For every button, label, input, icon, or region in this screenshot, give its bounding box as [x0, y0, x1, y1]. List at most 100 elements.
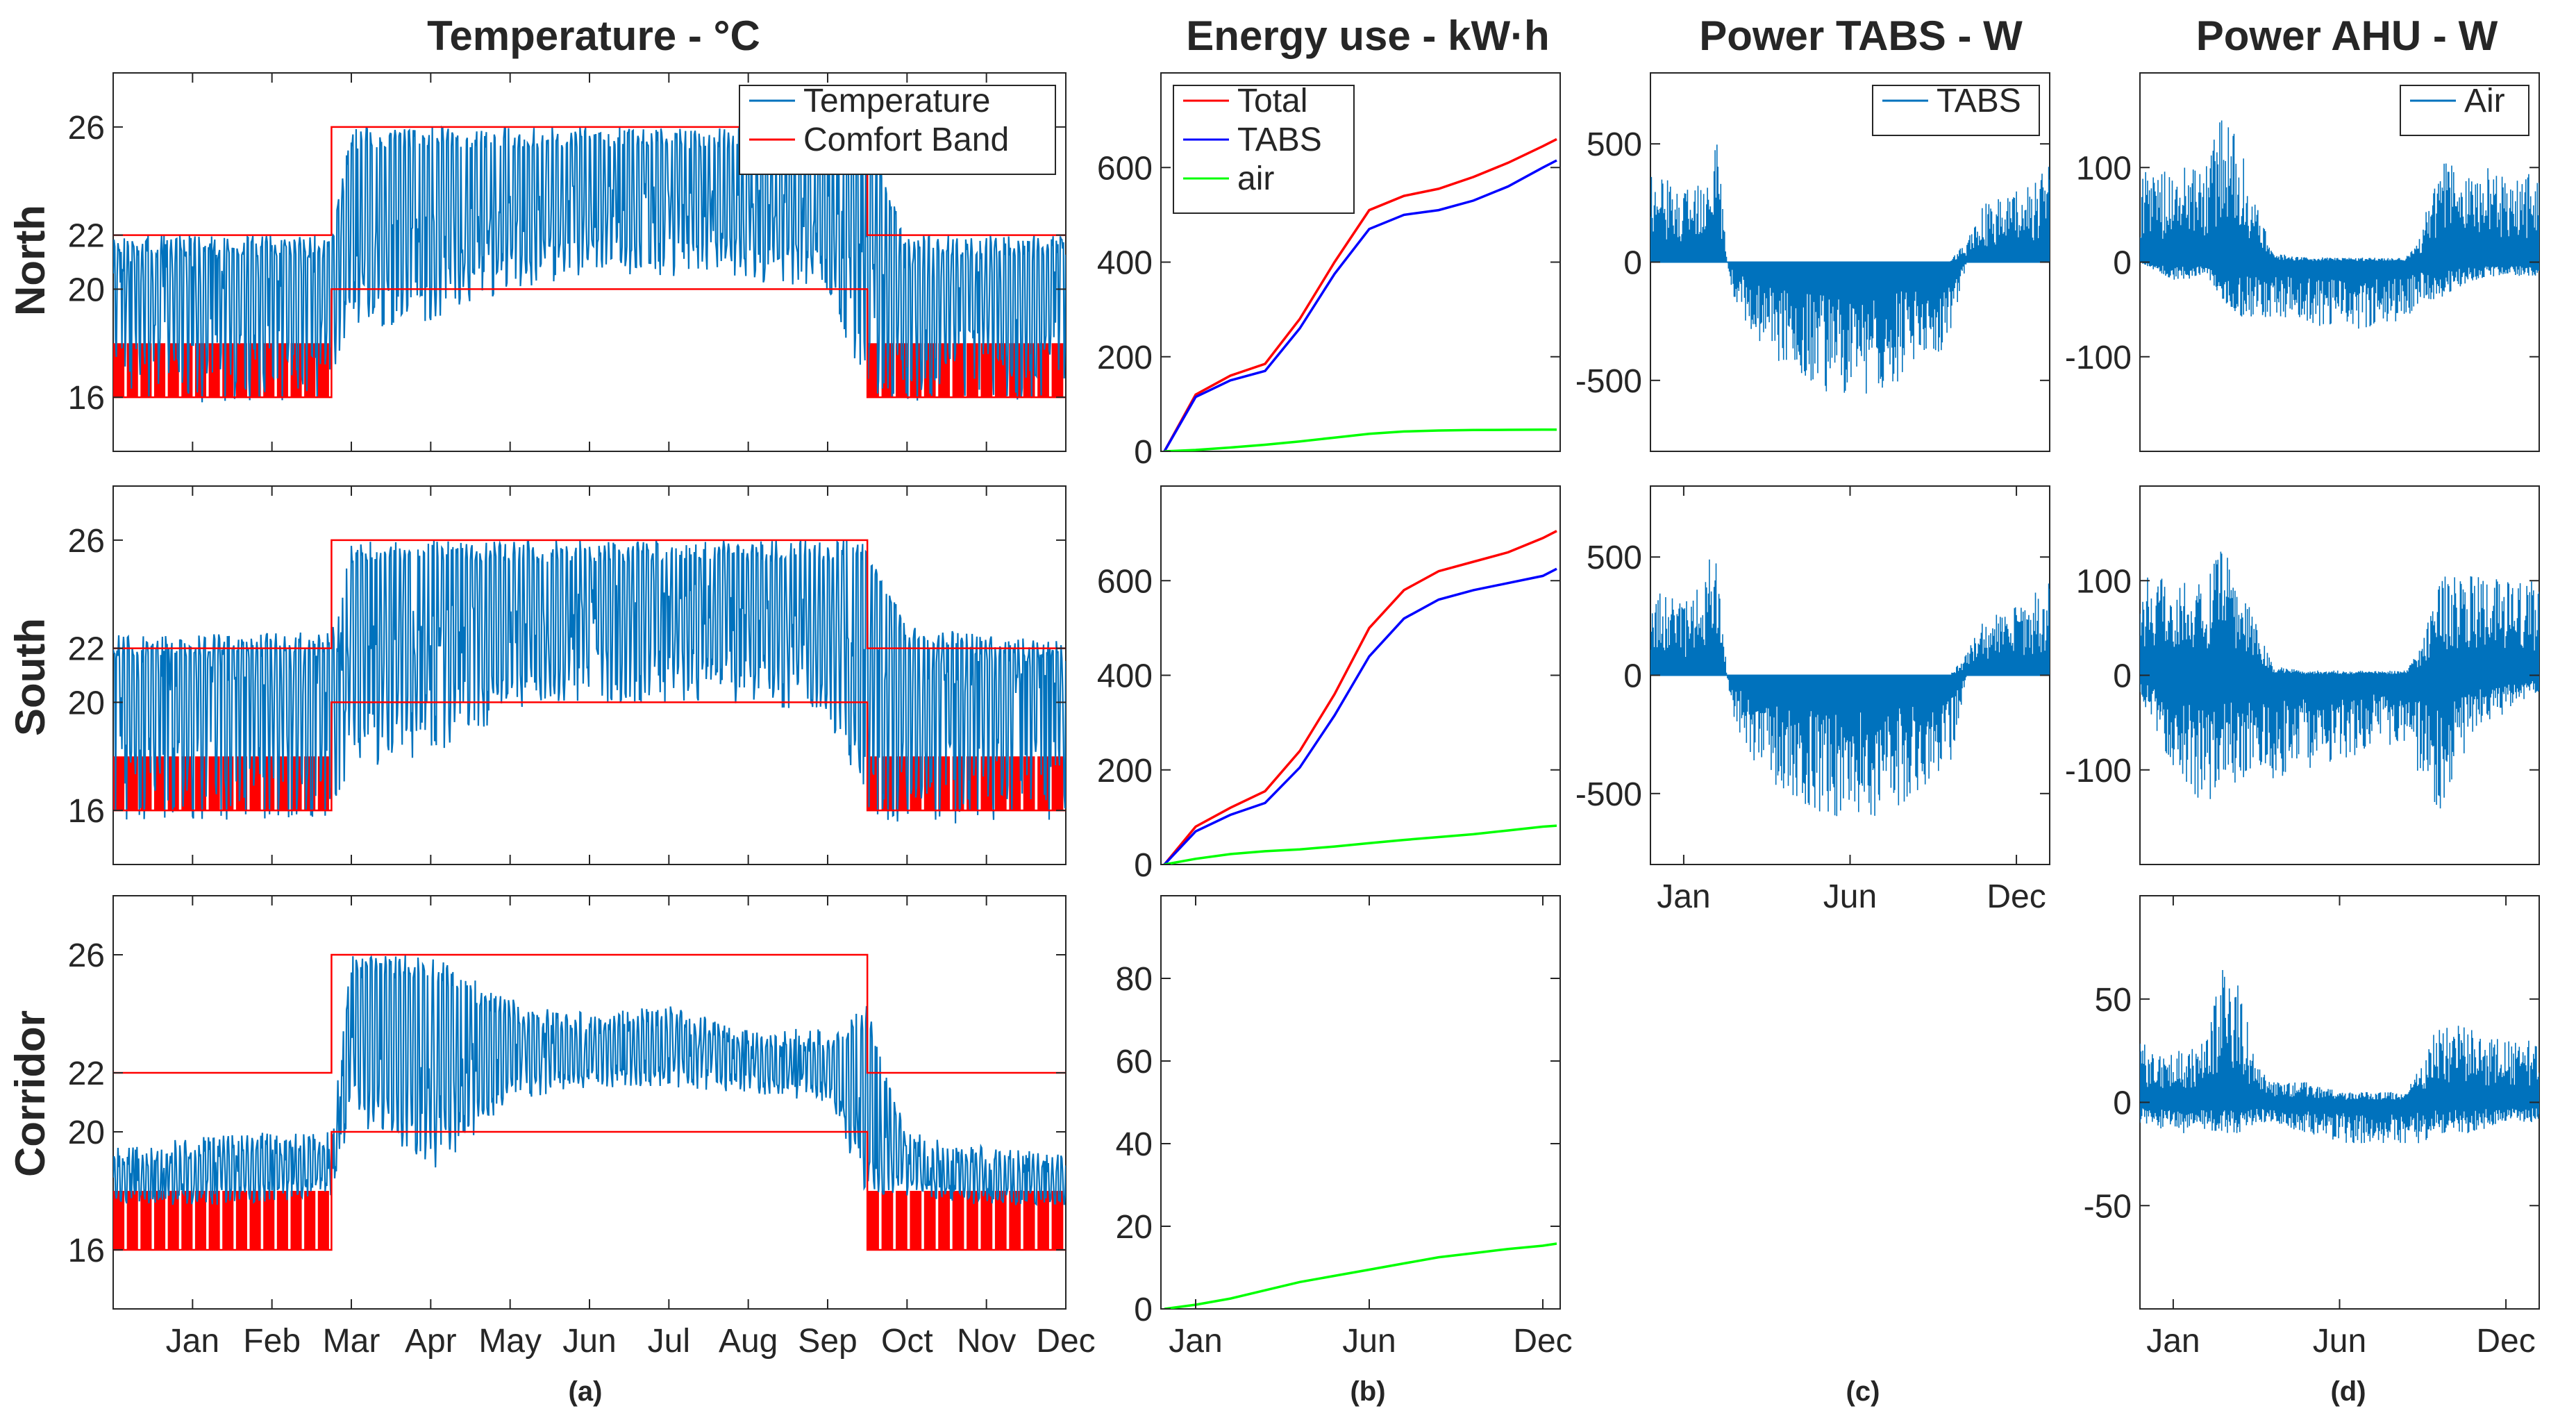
y-tick-label: 0	[2113, 1085, 2132, 1122]
panel-energy-south: 0 200 400 600	[1097, 485, 1561, 884]
row-label-corridor: Corridor	[7, 1010, 53, 1177]
y-tick-label: 20	[68, 272, 105, 308]
x-tick-label: Dec	[1036, 1323, 1095, 1360]
x-tick-label: Jan	[1657, 878, 1710, 915]
x-tick-label: Oct	[881, 1323, 933, 1360]
panel-energy-corridor: 0 20 40 60 80 Jan Jun Dec	[1116, 895, 1573, 1360]
setback-bar	[1023, 756, 1035, 811]
comfort-band-lower	[113, 701, 1066, 812]
setback-bar	[317, 1191, 329, 1250]
y-tick-label: 0	[1134, 847, 1153, 884]
y-tick-label: -50	[2084, 1188, 2132, 1225]
series-line-air	[1164, 428, 1557, 451]
y-tick-label: 22	[68, 218, 105, 255]
x-tick-label: Jan	[166, 1323, 219, 1360]
y-tick-label: 100	[2076, 563, 2132, 600]
setback-bar	[208, 1191, 220, 1250]
x-tick-label: Dec	[1513, 1323, 1572, 1360]
axes-frame	[1160, 485, 1561, 865]
legend-label-comfort-band: Comfort Band	[803, 122, 1009, 158]
setback-bar	[1009, 1191, 1021, 1250]
x-tick-label: Mar	[323, 1323, 380, 1360]
y-tick-label: 200	[1097, 753, 1153, 790]
setback-bar	[222, 1191, 234, 1250]
setback-bar	[126, 343, 138, 398]
panel-tabs-south: -500 0 500 Jan Jun Dec	[1575, 485, 2050, 915]
y-tick-label: 200	[1097, 340, 1153, 376]
row-label-north: North	[7, 205, 53, 316]
power-trace	[2140, 551, 2539, 809]
legend-box	[1872, 85, 2040, 136]
setback-bar	[923, 1191, 936, 1250]
panel-ahu-south: -100 0 100	[2065, 485, 2540, 865]
plot-area	[1650, 144, 2050, 394]
comfort-band-upper	[113, 539, 1066, 649]
y-tick-label: 400	[1097, 245, 1153, 282]
y-tick-label: 0	[1134, 434, 1153, 471]
y-tick-label: 500	[1587, 126, 1642, 163]
plot-area	[1163, 137, 1557, 451]
y-tick-label: 26	[68, 937, 105, 974]
y-tick-label: 20	[68, 685, 105, 721]
y-tick-label: 80	[1116, 961, 1153, 998]
setback-bar	[249, 756, 261, 811]
temperature-trace	[113, 955, 1066, 1206]
setback-bar	[140, 1191, 152, 1250]
y-tick-label: 22	[68, 631, 105, 668]
panel-ahu-corridor: -50 0 50 Jan Jun Dec	[2084, 895, 2540, 1360]
plot-area	[113, 539, 1066, 824]
setback-bar	[994, 1191, 1007, 1250]
plot-area	[1164, 1242, 1557, 1309]
setback-bar	[867, 756, 879, 811]
y-tick-label: 600	[1097, 563, 1153, 600]
y-tick-label: 50	[2095, 982, 2132, 1019]
setback-bar	[881, 1191, 894, 1250]
power-trace	[2140, 120, 2539, 329]
plot-area	[113, 125, 1066, 403]
y-tick-label: 400	[1097, 658, 1153, 695]
setback-bar	[967, 1191, 978, 1250]
panel-tabs-north: -500 0 500 TABS	[1575, 72, 2050, 452]
legend-label-temperature: Temperature	[803, 83, 990, 119]
x-tick-label: Feb	[243, 1323, 301, 1360]
legend-box	[1173, 85, 1355, 214]
y-tick-label: 20	[68, 1114, 105, 1151]
x-tick-label: Jun	[1823, 878, 1877, 915]
y-tick-label: 0	[1623, 658, 1642, 695]
sublabel-a: (a)	[569, 1376, 603, 1407]
y-tick-label: 600	[1097, 150, 1153, 187]
setback-bar	[249, 343, 261, 398]
y-tick-label: -500	[1575, 776, 1642, 813]
y-tick-label: -100	[2065, 340, 2132, 376]
y-tick-label: 20	[1116, 1209, 1153, 1246]
x-tick-label: Jan	[2146, 1323, 2200, 1360]
series-line-total	[1163, 530, 1557, 864]
series-line-air	[1164, 1242, 1557, 1309]
setback-bar	[980, 1191, 993, 1250]
temperature-trace	[113, 540, 1066, 824]
setback-bar	[910, 343, 922, 398]
y-tick-label: 0	[2113, 245, 2132, 282]
setback-bar	[235, 1191, 247, 1250]
setback-bar	[126, 1191, 138, 1250]
y-tick-label: 100	[2076, 150, 2132, 187]
y-tick-label: 16	[68, 1233, 105, 1269]
x-tick-label: Nov	[957, 1323, 1016, 1360]
setback-bar	[1051, 343, 1064, 398]
setback-bar	[153, 343, 166, 398]
setback-bar	[167, 343, 179, 398]
y-tick-label: 0	[1623, 245, 1642, 282]
plot-area	[2140, 970, 2539, 1144]
sublabel-b: (b)	[1350, 1376, 1385, 1407]
setback-bar	[276, 1191, 288, 1250]
x-tick-label: Dec	[1987, 878, 2046, 915]
legend-box	[2400, 85, 2529, 136]
setback-bar	[208, 343, 220, 398]
series-line-total	[1163, 137, 1557, 451]
series-line-air	[1164, 824, 1557, 864]
legend-label-air: Air	[2464, 83, 2505, 119]
setback-bar	[910, 1191, 922, 1250]
setback-bar	[153, 756, 166, 811]
